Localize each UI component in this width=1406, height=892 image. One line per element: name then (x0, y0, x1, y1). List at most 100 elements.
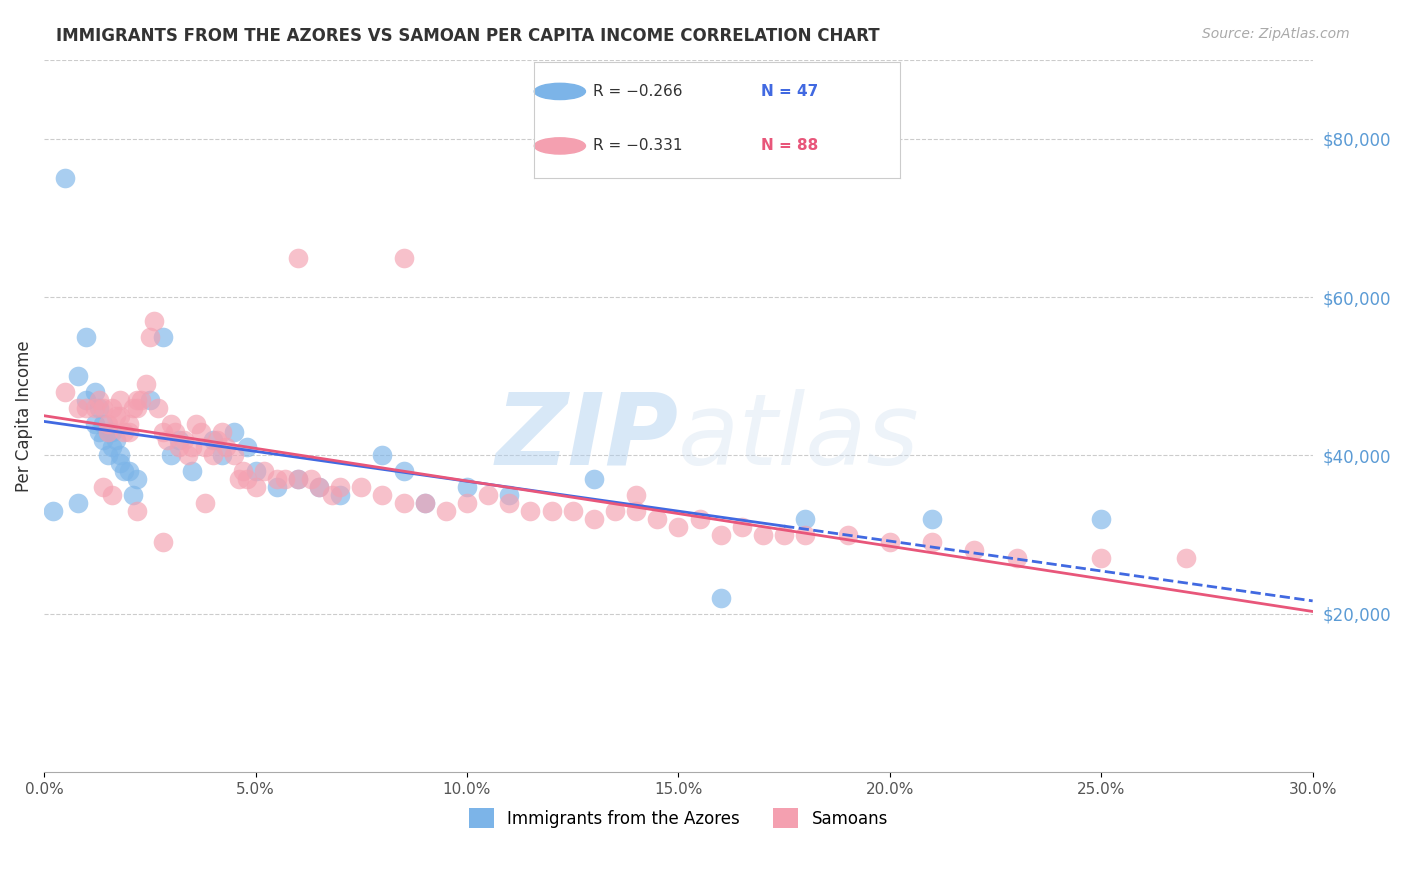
Point (53, 385, 76, 400)
Point (413, 496, 436, 510)
Point (127, 392, 149, 407)
Text: N = 47: N = 47 (761, 84, 818, 99)
Point (519, 504, 541, 518)
Point (91, 401, 114, 415)
Point (1005, 551, 1028, 566)
Point (100, 441, 122, 455)
Point (202, 433, 225, 447)
Point (105, 433, 128, 447)
Point (53, 171, 76, 186)
Point (75, 392, 97, 407)
Point (110, 409, 132, 423)
Point (392, 464, 415, 478)
Point (773, 527, 796, 541)
Point (287, 472, 309, 486)
Point (105, 409, 128, 423)
Point (477, 488, 499, 502)
Point (624, 504, 647, 518)
Text: atlas: atlas (678, 389, 920, 486)
Point (710, 591, 733, 605)
Point (371, 488, 394, 502)
Point (540, 504, 562, 518)
Point (118, 464, 141, 478)
Point (329, 488, 352, 502)
Point (236, 472, 259, 486)
Point (274, 472, 297, 486)
Point (139, 329, 162, 343)
Circle shape (534, 137, 585, 154)
Point (100, 425, 122, 439)
Point (143, 314, 166, 328)
Point (41, 504, 63, 518)
Point (96, 449, 118, 463)
Point (287, 251, 309, 265)
Point (921, 512, 943, 526)
Point (110, 456, 132, 470)
Point (135, 377, 157, 392)
Point (127, 472, 149, 486)
Point (1090, 512, 1112, 526)
Point (100, 488, 122, 502)
Point (91, 480, 114, 494)
Point (160, 417, 183, 431)
Point (215, 441, 238, 455)
Point (308, 480, 330, 494)
Point (232, 464, 254, 478)
Point (66, 496, 89, 510)
Circle shape (534, 83, 585, 100)
Point (181, 464, 204, 478)
Point (245, 480, 267, 494)
Point (299, 472, 322, 486)
Point (710, 527, 733, 541)
Point (160, 449, 183, 463)
Point (287, 472, 309, 486)
Point (392, 251, 415, 265)
Point (329, 480, 352, 494)
Point (83, 385, 105, 400)
Y-axis label: Per Capita Income: Per Capita Income (15, 340, 32, 491)
Text: R = −0.331: R = −0.331 (593, 138, 682, 153)
Point (624, 488, 647, 502)
Point (194, 496, 217, 510)
Point (122, 401, 145, 415)
Point (498, 488, 520, 502)
Point (207, 433, 229, 447)
Point (118, 425, 141, 439)
Point (156, 433, 179, 447)
Point (96, 425, 118, 439)
Point (202, 449, 225, 463)
Point (236, 441, 259, 455)
Point (169, 433, 191, 447)
Point (96, 425, 118, 439)
Point (91, 433, 114, 447)
Point (1090, 551, 1112, 566)
Point (122, 488, 145, 502)
Point (266, 480, 288, 494)
Point (96, 417, 118, 431)
Point (186, 417, 208, 431)
Point (392, 496, 415, 510)
Point (266, 472, 288, 486)
Point (498, 496, 520, 510)
Point (253, 464, 276, 478)
Point (75, 329, 97, 343)
Point (110, 449, 132, 463)
Point (91, 417, 114, 431)
Point (794, 512, 817, 526)
Point (1174, 551, 1197, 566)
Point (190, 425, 212, 439)
Point (139, 392, 162, 407)
Point (561, 504, 583, 518)
Text: N = 88: N = 88 (761, 138, 818, 153)
Point (211, 425, 233, 439)
Point (177, 449, 200, 463)
Point (152, 425, 174, 439)
Point (837, 527, 859, 541)
Point (114, 425, 136, 439)
Point (100, 401, 122, 415)
Point (371, 449, 394, 463)
Point (731, 519, 754, 533)
Point (152, 329, 174, 343)
Point (689, 512, 711, 526)
Point (87, 401, 110, 415)
